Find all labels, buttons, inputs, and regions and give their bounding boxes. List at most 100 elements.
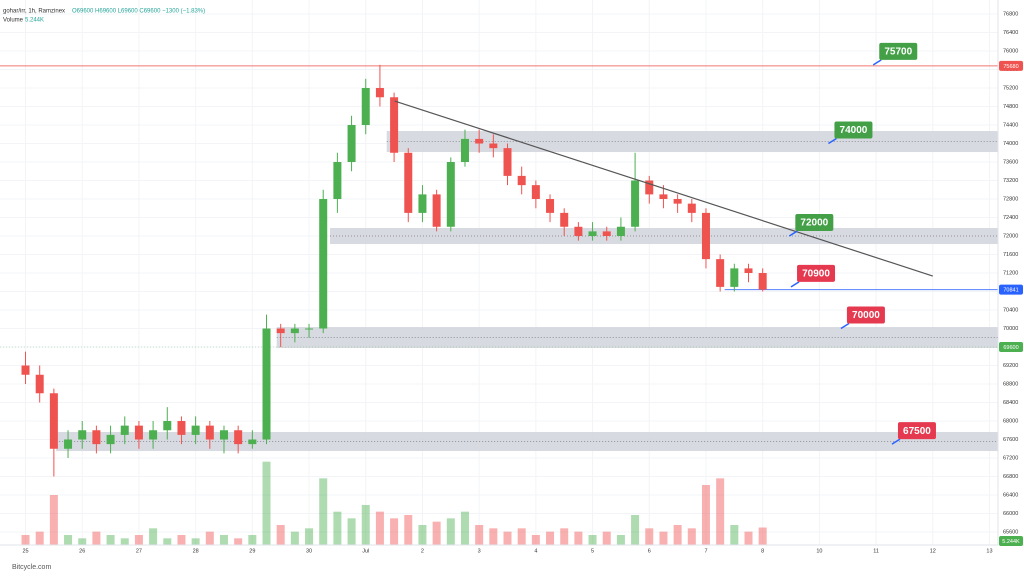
volume-bar bbox=[631, 515, 640, 545]
volume-bar bbox=[347, 518, 356, 545]
x-tick-label: 6 bbox=[648, 548, 651, 554]
price-pill bbox=[999, 284, 1023, 295]
y-tick-label: 72400 bbox=[1003, 215, 1018, 221]
volume-bar bbox=[503, 531, 512, 545]
volume-bar bbox=[546, 531, 555, 545]
candle-body bbox=[390, 97, 399, 153]
x-tick-label: 29 bbox=[249, 548, 255, 554]
candle-body bbox=[446, 162, 455, 227]
candle-body bbox=[205, 425, 214, 440]
volume-bar bbox=[659, 531, 668, 545]
y-tick-label: 71600 bbox=[1003, 252, 1018, 258]
price-pill bbox=[999, 60, 1023, 71]
x-tick-label: 13 bbox=[986, 548, 992, 554]
y-tick-label: 74000 bbox=[1003, 141, 1018, 147]
annotation-pointer bbox=[790, 281, 800, 288]
y-tick-label: 65600 bbox=[1003, 529, 1018, 535]
candle-body bbox=[560, 212, 569, 227]
candle-body bbox=[290, 328, 299, 334]
volume-bar bbox=[701, 485, 710, 545]
volume-bar bbox=[191, 538, 200, 545]
candle-body bbox=[744, 268, 753, 274]
annotation-pointer bbox=[872, 59, 882, 66]
annotation-pointer bbox=[840, 322, 850, 330]
volume-bar bbox=[460, 511, 469, 545]
candle-body bbox=[106, 434, 115, 445]
candle-body bbox=[701, 212, 710, 260]
price-pill bbox=[999, 342, 1023, 353]
plot: 75700 74000 72000 70900 70000 67500 bbox=[0, 42, 999, 545]
x-tick-label: 5 bbox=[591, 548, 594, 554]
volume-bar bbox=[276, 525, 285, 545]
y-tick-label: 73200 bbox=[1003, 178, 1018, 184]
candle-body bbox=[546, 199, 555, 213]
volume-bar bbox=[390, 518, 399, 545]
candle-body bbox=[418, 194, 427, 213]
candle-body bbox=[35, 374, 44, 394]
annotation-pointer bbox=[788, 230, 798, 237]
y-tick-label: 76400 bbox=[1003, 30, 1018, 36]
candle-body bbox=[659, 194, 668, 200]
y-tick-label: 71200 bbox=[1003, 270, 1018, 276]
x-tick-label: 12 bbox=[930, 548, 936, 554]
candle-body bbox=[631, 180, 640, 227]
annotation-box bbox=[897, 422, 936, 440]
candle-body bbox=[361, 88, 370, 126]
volume-bar bbox=[319, 478, 328, 545]
y-tick-label: 76800 bbox=[1003, 11, 1018, 17]
candle-body bbox=[616, 226, 625, 237]
volume-bar bbox=[730, 525, 739, 545]
y-tick-label: 69200 bbox=[1003, 363, 1018, 369]
volume-bar bbox=[163, 538, 172, 545]
volume-bar bbox=[758, 527, 767, 545]
volume-bar bbox=[64, 535, 73, 545]
y-tick-label: 67200 bbox=[1003, 455, 1018, 461]
y-tick-label: 66400 bbox=[1003, 492, 1018, 498]
x-tick-label: Jul bbox=[362, 548, 369, 554]
y-tick-label: 75200 bbox=[1003, 85, 1018, 91]
volume-bar bbox=[92, 531, 101, 545]
candle-body bbox=[305, 328, 314, 330]
candle-body bbox=[134, 425, 143, 440]
volume-bar bbox=[262, 461, 271, 545]
x-tick-label: 7 bbox=[704, 548, 707, 554]
candle-body bbox=[432, 194, 441, 227]
volume-bar bbox=[205, 531, 214, 545]
volume-value: 5.244K bbox=[25, 18, 44, 24]
volume-bar bbox=[616, 535, 625, 545]
volume-bar bbox=[78, 538, 87, 545]
x-tick-label: 2 bbox=[421, 548, 424, 554]
annotation-box bbox=[834, 121, 873, 139]
price-pill-label: 75680 bbox=[1003, 64, 1018, 70]
volume-bar bbox=[716, 478, 725, 545]
volume-pill bbox=[999, 536, 1023, 546]
candle-body bbox=[92, 430, 101, 445]
volume-bar bbox=[21, 535, 30, 545]
annotation-pointer bbox=[828, 137, 837, 145]
x-tick-label: 8 bbox=[761, 548, 764, 554]
volume-bar bbox=[35, 531, 44, 545]
candle-body bbox=[120, 425, 129, 435]
candle-body bbox=[177, 421, 186, 435]
volume-bar bbox=[418, 525, 427, 545]
volume-bar bbox=[106, 535, 115, 545]
volume-bar bbox=[574, 531, 583, 545]
candle-body bbox=[531, 185, 540, 200]
volume-bar bbox=[673, 525, 682, 545]
zone bbox=[56, 432, 998, 452]
y-tick-label: 74400 bbox=[1003, 122, 1018, 128]
ohlc: O69600 H69600 L69600 C69600 −1300 (−1.83… bbox=[72, 9, 205, 15]
volume-bar bbox=[333, 511, 342, 545]
annotation-label: 72000 bbox=[800, 218, 828, 229]
y-tick-label: 76000 bbox=[1003, 48, 1018, 54]
candle-body bbox=[716, 259, 725, 287]
volume-pill-label: 5.244K bbox=[1002, 539, 1020, 545]
candle-body bbox=[687, 203, 696, 213]
candle-body bbox=[375, 88, 384, 98]
candle-body bbox=[333, 162, 342, 200]
volume-bar bbox=[361, 505, 370, 545]
x-tick-label: 11 bbox=[873, 548, 879, 554]
candle-body bbox=[574, 226, 583, 237]
candle-body bbox=[347, 125, 356, 163]
volume-bar bbox=[219, 535, 228, 545]
